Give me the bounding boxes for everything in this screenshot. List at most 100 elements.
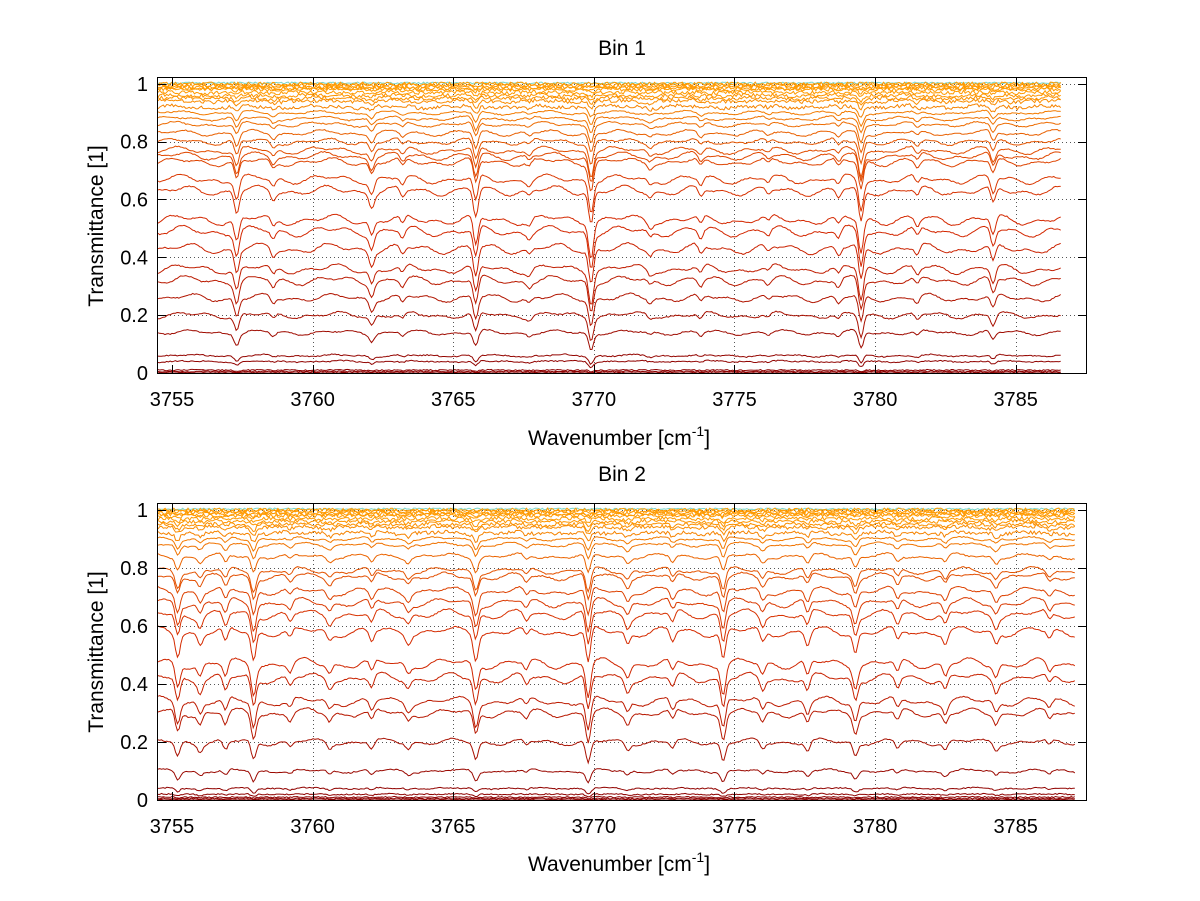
spectrum-series-line xyxy=(157,737,1076,765)
spectrum-series-line xyxy=(157,515,1076,524)
x-tick-label: 3765 xyxy=(431,816,476,838)
spectrum-series-line xyxy=(157,263,1061,305)
x-axis-label-end: ] xyxy=(704,853,710,876)
spectrum-series-line xyxy=(157,241,1061,283)
spectrum-series-line xyxy=(157,798,1075,801)
x-tick-label: 3770 xyxy=(572,389,617,411)
x-axis-label-superscript: -1 xyxy=(692,849,705,865)
y-axis-label: Transmittance [1] xyxy=(85,571,108,732)
spectrum-series-line xyxy=(157,310,1061,341)
y-tick-label: 0.8 xyxy=(120,132,148,154)
x-tick-label: 3760 xyxy=(290,816,335,838)
spectrum-series-line xyxy=(157,94,1061,106)
x-axis-label: Wavenumber [cm-1] xyxy=(528,849,710,876)
y-tick-label: 1 xyxy=(137,74,148,96)
spectrum-series-line xyxy=(157,213,1061,258)
spectrum-series-line xyxy=(157,510,1076,516)
spectrum-series-line xyxy=(157,353,1061,365)
grid-lines xyxy=(158,78,1086,373)
spectrum-series-line xyxy=(157,359,1061,369)
spectrum-series-line xyxy=(157,184,1061,223)
spectrum-series-line xyxy=(158,792,1075,798)
x-tick-label: 3775 xyxy=(712,816,757,838)
spectrum-series-line xyxy=(157,511,1076,519)
spectrum-series-line xyxy=(157,137,1061,166)
spectrum-series-line xyxy=(157,518,1076,528)
x-tick-label: 3785 xyxy=(993,816,1038,838)
grid-lines xyxy=(158,504,1086,800)
y-tick-label: 0.4 xyxy=(120,674,148,696)
spectrum-series-line xyxy=(157,274,1061,312)
x-tick-label: 3780 xyxy=(853,389,898,411)
y-axis-label: Transmittance [1] xyxy=(85,145,108,306)
x-axis-label-main: Wavenumber [cm xyxy=(528,427,692,450)
axes-frame xyxy=(157,503,1087,801)
spectrum-series-line xyxy=(157,150,1061,184)
y-tick-label: 0.2 xyxy=(120,305,148,327)
x-tick-label: 3755 xyxy=(150,816,195,838)
x-axis-label-end: ] xyxy=(704,427,710,450)
spectrum-series-line xyxy=(157,120,1061,145)
series-group xyxy=(157,507,1076,801)
spectrum-series-line xyxy=(157,565,1075,594)
chart-bin-1: Bin 1 3755 3760 3765 3770 3775 3780 3785 0 0.2 0.… xyxy=(85,37,1087,450)
series-group xyxy=(157,81,1062,374)
x-axis-label-main: Wavenumber [cm xyxy=(528,853,692,876)
spectrum-series-line xyxy=(157,695,1075,731)
x-axis-label-superscript: -1 xyxy=(692,423,705,439)
spectrum-series-line xyxy=(157,523,1076,536)
y-tick-label: 0 xyxy=(137,363,148,385)
x-tick-label: 3785 xyxy=(993,389,1038,411)
spectrum-series-line xyxy=(157,768,1076,784)
spectrum-series-line xyxy=(157,535,1075,553)
spectrum-series-line xyxy=(157,103,1062,118)
spectrum-series-line xyxy=(157,571,1075,601)
spectrum-series-line xyxy=(157,115,1061,134)
spectrum-series-line xyxy=(158,795,1075,800)
x-tick-label: 3770 xyxy=(572,816,617,838)
spectrum-series-line xyxy=(157,157,1062,192)
chart-bin-2: Bin 2 3755 3760 3765 3770 3775 3780 3785 0 0.2 0.… xyxy=(85,463,1087,876)
x-tick-label: 3755 xyxy=(150,389,195,411)
spectrum-series-line xyxy=(157,89,1062,99)
spectrum-series-line xyxy=(157,608,1075,645)
y-tick-label: 0.8 xyxy=(120,558,148,580)
y-tick-label: 0.6 xyxy=(120,616,148,638)
spectrum-series-line xyxy=(157,97,1061,111)
y-tick-label: 0.2 xyxy=(120,732,148,754)
x-tick-label: 3780 xyxy=(853,816,898,838)
y-tick-label: 0.4 xyxy=(120,247,148,269)
spectrum-series-line xyxy=(157,786,1075,795)
spectrum-series-line xyxy=(157,707,1075,744)
spectrum-series-line xyxy=(157,596,1075,633)
spectrum-series-line xyxy=(157,371,1061,374)
x-tick-label: 3775 xyxy=(712,389,757,411)
chart-title: Bin 1 xyxy=(598,37,646,60)
spectrum-series-line xyxy=(157,507,1076,513)
spectrum-series-line xyxy=(157,328,1061,351)
spectrum-series-line xyxy=(157,224,1061,268)
chart-title: Bin 2 xyxy=(598,463,646,486)
spectrum-series-line xyxy=(157,671,1076,710)
tick-marks: 3755 3760 3765 3770 3775 3780 3785 0 0.2 0.4 0.6 0.… xyxy=(120,500,1086,838)
y-tick-label: 0 xyxy=(137,790,148,812)
spectrum-series-line xyxy=(157,552,1075,574)
spectrum-series-line xyxy=(157,512,1076,520)
spectrum-series-line xyxy=(157,92,1061,104)
spectrum-series-line xyxy=(157,81,1062,87)
spectrum-series-line xyxy=(157,292,1061,327)
y-tick-label: 0.6 xyxy=(120,189,148,211)
spectrum-series-line xyxy=(157,85,1061,92)
x-tick-label: 3760 xyxy=(290,389,335,411)
spectrum-series-line xyxy=(157,128,1061,154)
spectrum-series-line xyxy=(157,173,1061,213)
spectrum-series-line xyxy=(157,109,1061,128)
spectrum-series-line xyxy=(157,508,1075,514)
spectrum-series-line xyxy=(157,529,1075,544)
axes-frame xyxy=(157,77,1087,374)
spectrum-series-line xyxy=(158,797,1075,801)
spectrum-series-line xyxy=(157,370,1061,374)
tick-marks: 3755 3760 3765 3770 3775 3780 3785 0 0.2 0.4 0.6 0.… xyxy=(120,74,1086,411)
spectrum-series-line xyxy=(157,656,1076,699)
